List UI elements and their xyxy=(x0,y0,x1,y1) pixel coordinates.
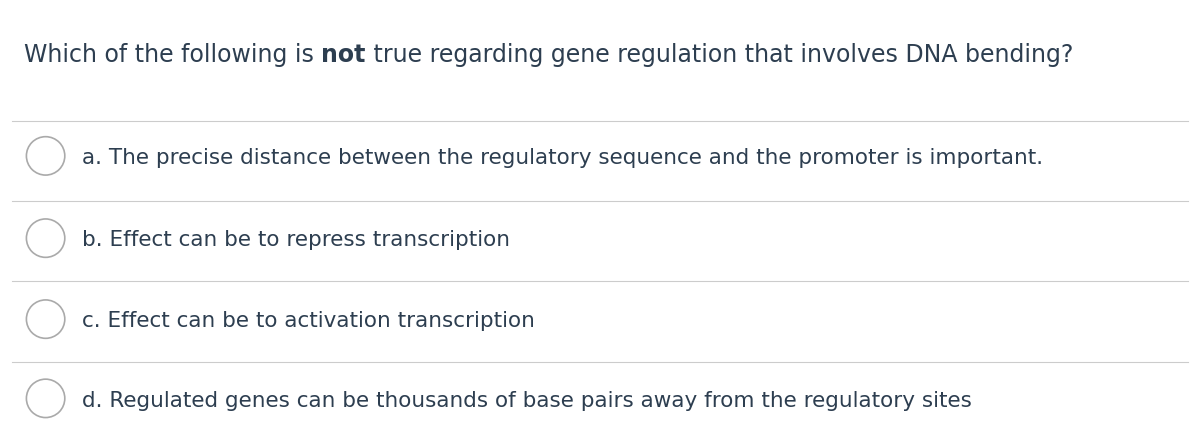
Text: a. The precise distance between the regulatory sequence and the promoter is impo: a. The precise distance between the regu… xyxy=(82,148,1043,168)
Text: Which of the following is: Which of the following is xyxy=(24,43,322,67)
Text: c. Effect can be to activation transcription: c. Effect can be to activation transcrip… xyxy=(82,311,534,331)
Text: b. Effect can be to repress transcription: b. Effect can be to repress transcriptio… xyxy=(82,230,510,250)
Text: true regarding gene regulation that involves DNA bending?: true regarding gene regulation that invo… xyxy=(366,43,1073,67)
Text: not: not xyxy=(322,43,366,67)
Text: d. Regulated genes can be thousands of base pairs away from the regulatory sites: d. Regulated genes can be thousands of b… xyxy=(82,391,972,410)
